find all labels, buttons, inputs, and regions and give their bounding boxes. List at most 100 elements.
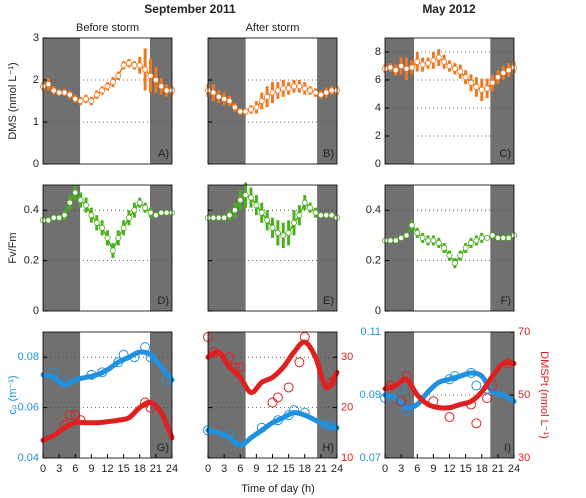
plot-frame [42, 37, 173, 165]
data-point [97, 367, 108, 378]
y2-tick-label: 50 [518, 389, 530, 401]
plot-frame [384, 331, 515, 459]
y2-tick-label: 30 [341, 351, 353, 363]
data-point [242, 192, 249, 199]
y-axis-label: cₚ (m⁻¹) [7, 375, 19, 414]
plot-frame [207, 37, 338, 165]
y-tick-label: 0.4 [24, 204, 39, 216]
data-point [385, 380, 396, 391]
data-point [457, 68, 464, 75]
data-point [66, 91, 73, 98]
subtitle: After storm [246, 22, 300, 34]
panel-label: E) [323, 295, 334, 307]
y2-tick-label: 30 [518, 452, 530, 464]
data-point [424, 60, 431, 67]
data-point [274, 87, 281, 94]
data-point [462, 244, 469, 251]
data-point [290, 83, 297, 90]
data-point [505, 67, 512, 74]
data-point [392, 237, 399, 244]
data-point [424, 237, 431, 244]
y-tick-label: 0.2 [366, 255, 381, 267]
data-point [408, 64, 415, 71]
x-axis-label: Time of day (h) [241, 483, 315, 495]
data-point [226, 212, 233, 219]
y-tick-label: 0 [375, 158, 381, 170]
data-point [210, 214, 217, 221]
data-point [446, 252, 453, 259]
data-point [88, 212, 95, 219]
data-point [471, 380, 482, 391]
data-point [59, 377, 70, 388]
data-point [120, 224, 127, 231]
x-tick-label: 15 [118, 463, 130, 475]
data-point [136, 199, 143, 206]
night-shading [149, 332, 172, 458]
data-point [441, 58, 448, 65]
y-tick-label: 0.11 [360, 326, 381, 338]
x-tick-label: 24 [508, 463, 520, 475]
x-tick-label: 6 [72, 463, 78, 475]
data-point [83, 202, 90, 209]
data-point [231, 207, 238, 214]
data-point [403, 65, 410, 72]
data-point [161, 374, 172, 385]
data-point [56, 89, 63, 96]
data-point [430, 57, 437, 64]
data-point [505, 234, 512, 241]
y-axis-label: DMS (nmol L⁻¹) [7, 62, 19, 139]
data-point [104, 83, 111, 90]
data-point [323, 212, 330, 219]
data-point [126, 214, 133, 221]
data-point [301, 199, 308, 206]
data-point [489, 79, 496, 86]
data-point [129, 352, 140, 363]
data-point [467, 239, 474, 246]
data-point [449, 371, 460, 382]
night-shading [317, 38, 337, 164]
night-shading [149, 38, 172, 164]
data-point [237, 108, 244, 115]
data-point [419, 61, 426, 68]
data-point [296, 212, 303, 219]
data-point [247, 106, 254, 113]
data-point [247, 194, 254, 201]
data-point [312, 89, 319, 96]
x-tick-label: 12 [443, 463, 455, 475]
x-tick-label: 21 [315, 463, 327, 475]
data-point [113, 357, 124, 368]
data-point [104, 234, 111, 241]
y-tick-label: 2 [33, 74, 39, 86]
smooth-line [205, 339, 340, 395]
data-point [283, 382, 294, 393]
data-point [317, 212, 324, 219]
plot-frame [207, 331, 338, 459]
data-point [387, 237, 394, 244]
data-point [428, 396, 439, 407]
y-tick-label: 0.09 [360, 389, 381, 401]
data-point [280, 232, 287, 239]
data-point [253, 202, 260, 209]
data-point [457, 252, 464, 259]
data-point [441, 244, 448, 251]
night-shading [317, 185, 337, 311]
x-tick-label: 18 [134, 463, 146, 475]
data-point [473, 237, 480, 244]
y-tick-label: 2 [375, 130, 381, 142]
data-point [152, 212, 159, 219]
header: September 2011 [144, 2, 236, 16]
data-point [72, 95, 79, 102]
x-tick-label: 0 [205, 463, 211, 475]
y-tick-label: 1 [33, 116, 39, 128]
data-point [269, 224, 276, 231]
data-point [435, 239, 442, 246]
data-point [451, 260, 458, 267]
x-tick-label: 12 [266, 463, 278, 475]
data-point [430, 237, 437, 244]
data-point [398, 234, 405, 241]
data-point [451, 65, 458, 72]
data-point [392, 67, 399, 74]
data-point [140, 342, 151, 353]
data-point [500, 70, 507, 77]
